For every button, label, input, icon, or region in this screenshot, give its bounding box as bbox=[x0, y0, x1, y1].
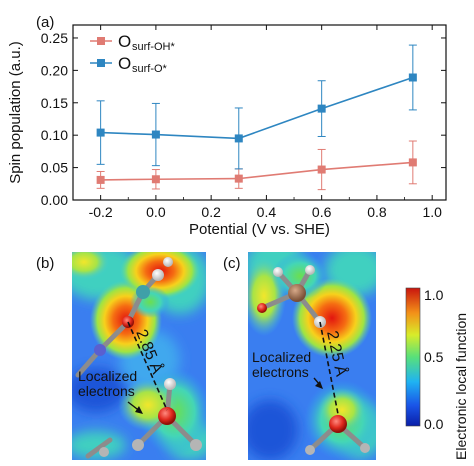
series-line-surf-OH* bbox=[100, 161, 413, 181]
data-point bbox=[234, 174, 243, 183]
plot-frame bbox=[72, 24, 447, 201]
data-point bbox=[151, 130, 160, 139]
legend-label: O bbox=[118, 54, 131, 73]
data-point bbox=[96, 175, 105, 184]
x-tick-label: 0.2 bbox=[201, 204, 221, 220]
panel-c-elf-map: 2.25 Å Localized electrons bbox=[248, 252, 376, 460]
colorbar-tick-min: 0.0 bbox=[424, 416, 444, 432]
y-tick-label: 0.00 bbox=[41, 192, 68, 208]
panel-c-annotation-line2: electrons bbox=[252, 364, 309, 380]
legend-label: O bbox=[118, 32, 131, 51]
x-tick-label: 0.0 bbox=[146, 204, 166, 220]
panel-b-annotation-line2: electrons bbox=[78, 383, 135, 399]
panel-b-elf-map: 2.85 Å Localized electrons bbox=[72, 252, 206, 460]
y-tick-label: 0.20 bbox=[41, 62, 68, 78]
y-tick-label: 0.05 bbox=[41, 160, 68, 176]
legend-marker bbox=[97, 37, 105, 45]
legend-label-subscript: surf-OH* bbox=[132, 41, 176, 53]
panel-b-arrow-head bbox=[135, 406, 143, 414]
panel-c-label: (c) bbox=[223, 255, 241, 272]
legend-marker bbox=[97, 59, 105, 67]
x-tick-label: 0.4 bbox=[257, 204, 277, 220]
y-tick-label: 0.15 bbox=[41, 95, 68, 111]
panel-a-label: (a) bbox=[36, 14, 54, 31]
panel-b-annotation-line1: Localized bbox=[78, 368, 137, 384]
series-line-surf-O* bbox=[100, 76, 414, 140]
data-point bbox=[96, 128, 105, 137]
colorbar bbox=[405, 287, 421, 427]
x-tick-label: 0.8 bbox=[367, 204, 387, 220]
x-axis-label: Potential (V vs. SHE) bbox=[189, 221, 330, 238]
panel-c-annotation-line1: Localized bbox=[252, 349, 311, 365]
y-axis-label: Spin population (a.u.) bbox=[7, 41, 24, 184]
panel-b-distance-line bbox=[127, 321, 168, 411]
data-point bbox=[234, 134, 243, 143]
spin-population-chart: -0.2 0.0 0.2 0.4 0.6 0.8 1.0 0.00 0.05 0.10 0.15 0.… bbox=[7, 24, 447, 238]
y-tick-label: 0.25 bbox=[41, 30, 68, 46]
colorbar-tick-mid: 0.5 bbox=[424, 349, 444, 365]
colorbar-label: Electronic local function bbox=[453, 313, 469, 460]
panel-c-arrow-head bbox=[315, 381, 323, 389]
x-tick-label: -0.2 bbox=[89, 204, 113, 220]
data-point bbox=[317, 104, 326, 113]
x-tick-label: 1.0 bbox=[422, 204, 442, 220]
data-point bbox=[408, 158, 417, 167]
data-point bbox=[317, 165, 326, 174]
colorbar-tick-max: 1.0 bbox=[424, 287, 444, 303]
legend-label-subscript: surf-O* bbox=[132, 63, 168, 75]
data-point bbox=[151, 175, 160, 184]
y-tick-label: 0.10 bbox=[41, 127, 68, 143]
data-point bbox=[408, 73, 417, 82]
panel-b-label: (b) bbox=[36, 255, 54, 272]
x-tick-label: 0.6 bbox=[312, 204, 332, 220]
